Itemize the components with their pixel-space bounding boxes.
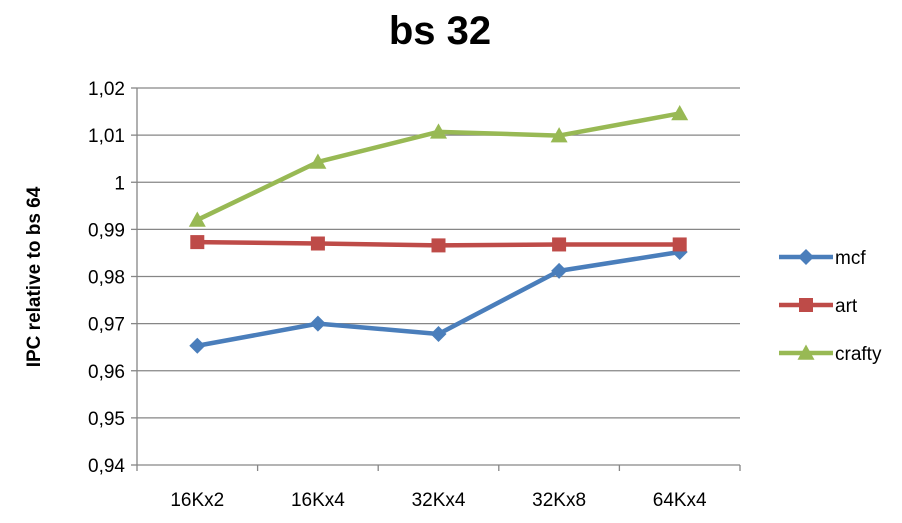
x-tick-label: 16Kx2 <box>170 490 224 511</box>
y-tick-label: 0,98 <box>88 268 125 289</box>
y-tick-label: 0,96 <box>88 362 125 383</box>
y-tick-label: 1 <box>114 173 125 194</box>
series-mcf <box>189 243 688 354</box>
x-axis-ticks: 16Kx2 16Kx4 32Kx4 32Kx8 64Kx4 <box>136 465 741 511</box>
legend-label: crafty <box>835 344 882 365</box>
series-lines <box>188 104 689 354</box>
x-tick-label: 16Kx4 <box>291 490 345 511</box>
data-point-crafty <box>188 211 206 227</box>
legend-entry-art: art <box>779 296 858 317</box>
x-tick-label: 32Kx4 <box>412 490 466 511</box>
data-point-crafty <box>309 153 327 169</box>
legend-label: art <box>835 296 858 317</box>
data-point-mcf <box>309 315 326 332</box>
chart-title: bs 32 <box>389 9 491 53</box>
legend-entry-mcf: mcf <box>779 248 866 269</box>
y-axis-ticks: 1,02 1,01 1 0,99 0,98 0,97 0,96 0,95 0,94 <box>88 79 125 477</box>
y-tick-label: 0,99 <box>88 220 125 241</box>
x-tick-label: 32Kx8 <box>532 490 586 511</box>
x-tick-label: 64Kx4 <box>653 490 707 511</box>
data-point-mcf <box>430 325 447 342</box>
y-tick-label: 1,02 <box>88 79 125 100</box>
legend-marker <box>798 249 814 265</box>
series-crafty <box>188 104 689 227</box>
y-tick-label: 0,95 <box>88 409 125 430</box>
data-point-art <box>190 235 205 250</box>
data-point-art <box>672 237 687 252</box>
data-point-mcf <box>189 337 206 354</box>
series-art <box>190 235 687 253</box>
data-point-art <box>431 238 446 253</box>
data-point-crafty <box>550 127 568 143</box>
data-point-art <box>310 236 325 251</box>
legend-marker <box>799 298 813 312</box>
y-axis-title: IPC relative to bs 64 <box>24 186 45 367</box>
gridlines <box>131 87 740 466</box>
y-tick-label: 1,01 <box>88 126 125 147</box>
y-tick-label: 0,97 <box>88 315 125 336</box>
data-point-art <box>552 237 567 252</box>
y-tick-label: 0,94 <box>88 456 125 477</box>
data-point-mcf <box>551 262 568 279</box>
legend: mcf art crafty <box>779 248 882 365</box>
legend-marker <box>797 344 815 360</box>
data-point-crafty <box>430 123 447 139</box>
legend-entry-crafty: crafty <box>779 344 882 365</box>
data-point-crafty <box>671 104 689 121</box>
legend-label: mcf <box>835 248 866 269</box>
